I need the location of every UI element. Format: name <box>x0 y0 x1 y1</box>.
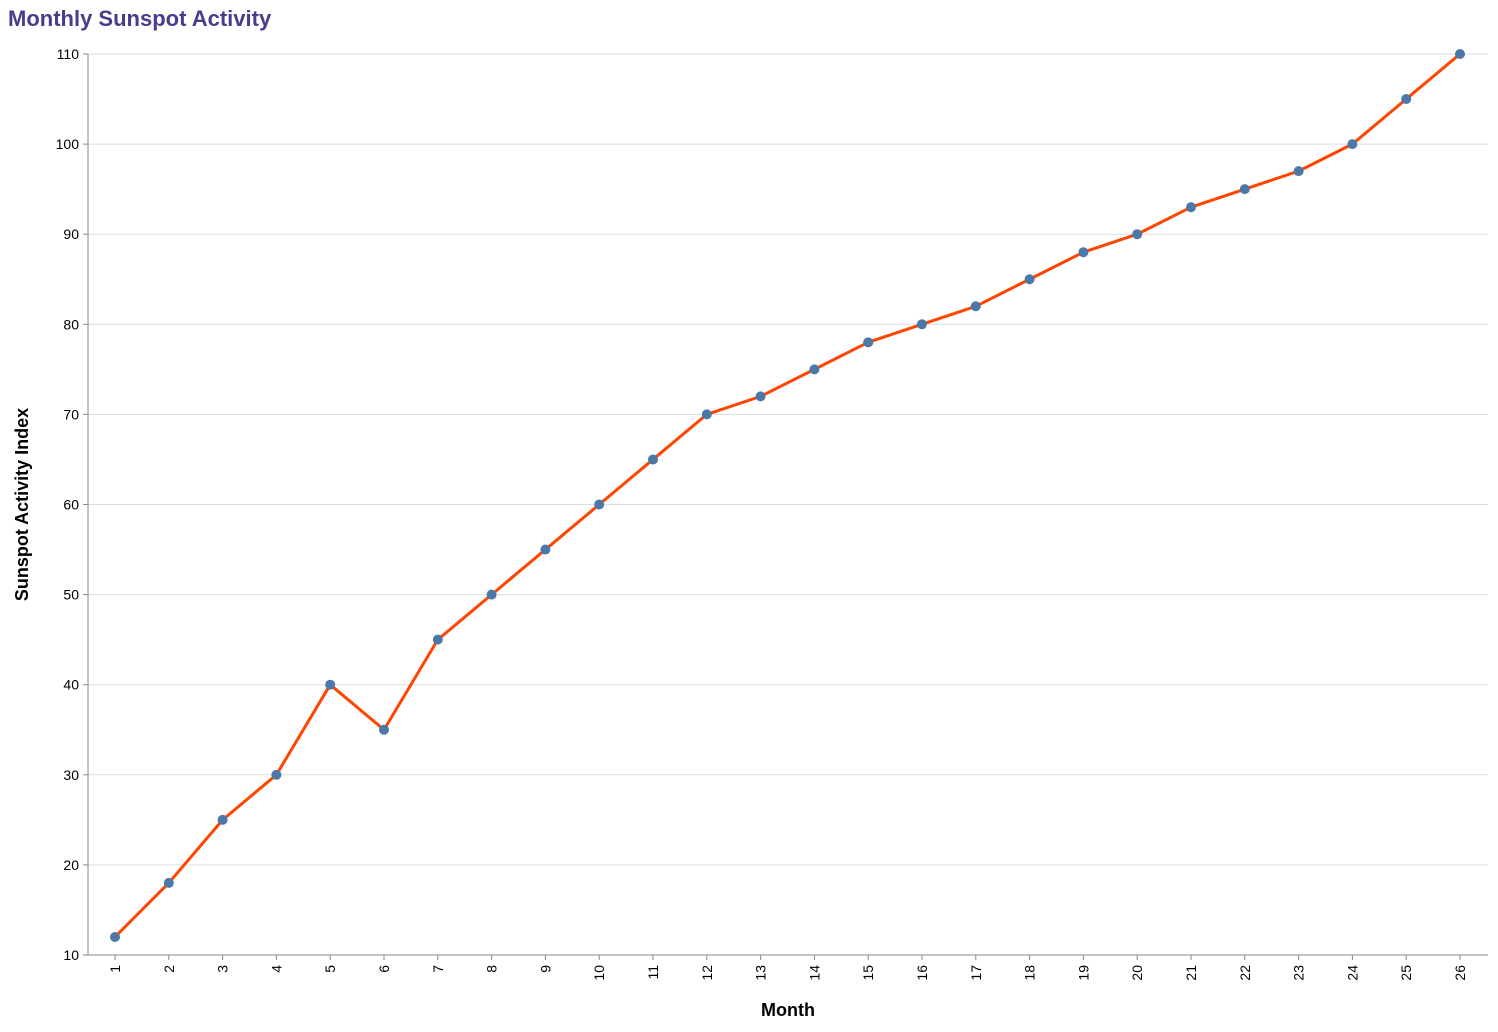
x-tick-label: 22 <box>1237 965 1253 981</box>
grid-lines <box>88 53 1488 956</box>
x-tick-label: 25 <box>1398 965 1414 981</box>
data-point <box>1347 139 1358 150</box>
data-point <box>1186 202 1196 213</box>
x-tick-label: 19 <box>1075 965 1091 981</box>
x-tick-label: 9 <box>537 965 553 973</box>
data-point <box>217 814 228 825</box>
x-tick-label: 12 <box>699 965 715 981</box>
data-point <box>110 931 120 942</box>
x-tick-label: 6 <box>376 965 392 973</box>
data-point <box>1401 94 1412 105</box>
data-point <box>755 391 766 402</box>
data-point <box>1455 49 1465 59</box>
x-tick-label: 14 <box>806 965 822 981</box>
y-tick-label: 80 <box>63 316 79 332</box>
data-point <box>1239 184 1250 195</box>
data-point <box>163 877 174 888</box>
x-tick-label: 5 <box>322 965 338 973</box>
y-tick-label: 110 <box>57 46 80 62</box>
y-tick-label: 40 <box>63 677 79 693</box>
data-point <box>1132 229 1143 240</box>
y-tick-label: 30 <box>63 767 79 783</box>
chart-title: Monthly Sunspot Activity <box>8 6 272 31</box>
x-tick-label: 10 <box>591 965 607 981</box>
y-tick-label: 10 <box>63 947 79 963</box>
data-point <box>432 634 443 645</box>
y-tick-label: 50 <box>63 587 79 603</box>
data-point <box>379 724 389 735</box>
data-point <box>1078 247 1089 258</box>
x-tick-label: 23 <box>1291 965 1307 981</box>
series-line-layer <box>113 52 1461 939</box>
x-tick-label: 17 <box>968 965 984 981</box>
series-line <box>113 52 1461 939</box>
x-tick-label: 11 <box>645 965 661 980</box>
x-tick-label: 2 <box>161 965 177 973</box>
data-point <box>863 337 874 348</box>
x-tick-label: 3 <box>215 965 231 973</box>
x-tick-label: 24 <box>1344 965 1360 981</box>
x-axis-title: Month <box>761 1000 815 1020</box>
y-tick-label: 70 <box>63 406 79 422</box>
x-tick-label: 13 <box>753 965 769 981</box>
x-tick-label: 15 <box>860 965 876 981</box>
data-point <box>648 454 658 465</box>
data-points <box>110 49 1465 942</box>
data-point <box>701 409 712 420</box>
x-tick-label: 20 <box>1129 965 1145 981</box>
data-point <box>594 499 605 510</box>
data-point <box>271 769 282 780</box>
data-point <box>1024 274 1035 285</box>
y-tick-label: 20 <box>63 857 79 873</box>
y-tick-label: 60 <box>63 497 79 513</box>
y-tick-label: 90 <box>63 226 79 242</box>
x-tick-label: 7 <box>430 965 446 973</box>
x-tick-label: 16 <box>914 965 930 981</box>
data-point <box>970 301 981 312</box>
data-point <box>917 319 927 330</box>
y-tick-label: 100 <box>56 136 80 152</box>
y-axis-title: Sunspot Activity Index <box>12 408 32 601</box>
x-tick-label: 18 <box>1022 965 1038 981</box>
x-tick-label: 8 <box>484 965 500 973</box>
data-point <box>1293 166 1304 177</box>
data-point <box>809 364 820 375</box>
data-point <box>486 589 497 600</box>
x-tick-label: 26 <box>1452 965 1468 981</box>
data-point <box>540 544 551 555</box>
x-tick-label: 4 <box>268 965 284 973</box>
x-tick-label: 21 <box>1183 965 1199 981</box>
data-point <box>325 679 336 690</box>
x-tick-label: 1 <box>107 965 123 973</box>
